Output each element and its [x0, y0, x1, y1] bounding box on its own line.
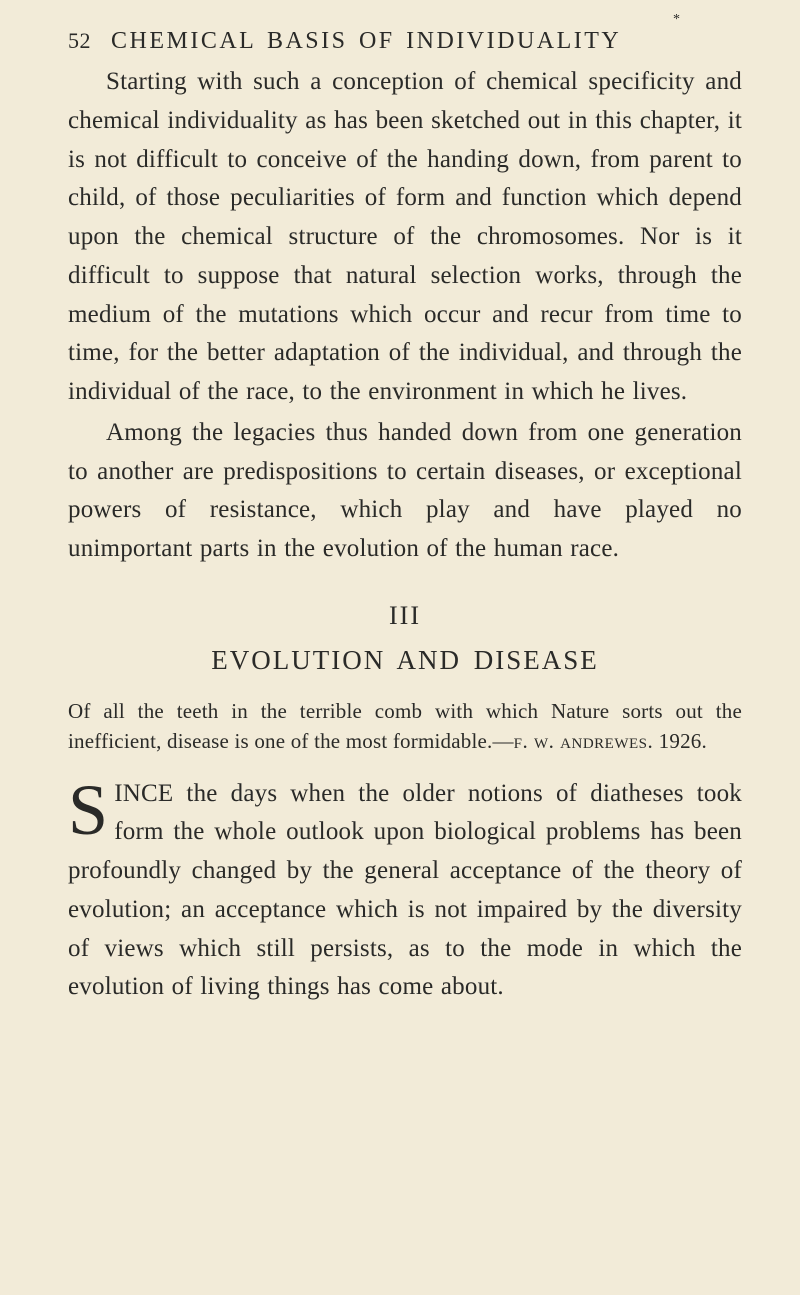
- opening-paragraph: SINCE the days when the older notions of…: [68, 775, 742, 1008]
- epigraph: Of all the teeth in the terrible comb wi…: [68, 696, 742, 757]
- running-title: CHEMICAL BASIS OF INDIVIDUALITY: [111, 28, 621, 55]
- chapter-number: III: [68, 601, 742, 631]
- asterisk-mark: *: [673, 12, 680, 28]
- epigraph-attribution: f. w. andrewes.: [514, 729, 654, 753]
- drop-cap: S: [68, 775, 114, 842]
- book-page: * 52 CHEMICAL BASIS OF INDIVIDUALITY Sta…: [0, 0, 800, 1295]
- opening-text: INCE the days when the older notions of …: [68, 780, 742, 1001]
- body-paragraph-2: Among the legacies thus handed down from…: [68, 414, 742, 569]
- chapter-title: EVOLUTION AND DISEASE: [68, 645, 742, 676]
- body-paragraph-1: Starting with such a conception of chemi…: [68, 63, 742, 412]
- epigraph-year: 1926.: [653, 729, 707, 753]
- page-number: 52: [68, 28, 91, 54]
- running-head: 52 CHEMICAL BASIS OF INDIVIDUALITY: [68, 28, 742, 55]
